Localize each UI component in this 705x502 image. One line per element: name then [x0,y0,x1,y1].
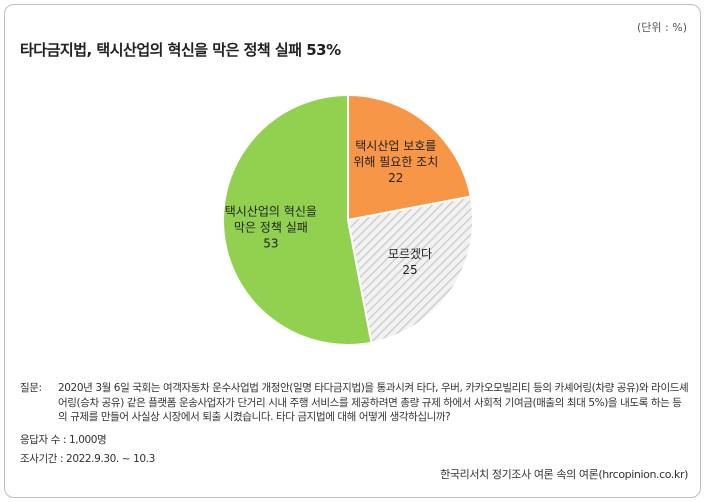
slice-label-line-0: 위해 필요한 조치 [353,155,438,169]
question-label: 질문: [20,382,42,394]
slice-label-1: 모르겠다 25 [388,247,432,277]
slice-label-line-0: 택시산업 보호를 [355,139,436,153]
source: 한국리서치 정기조사 여론 속의 여론(hrcopinion.co.kr) [440,468,688,481]
pie-slice-2 [222,93,373,346]
question-text: 2020년 3월 6일 국회는 여객자동차 운수사업법 개정안(일명 타다금지법… [58,382,689,423]
unit-label: (단위 : %) [637,21,687,34]
survey-question: 질문: 2020년 3월 6일 국회는 여객자동차 운수사업법 개정안(일명 타… [20,381,690,425]
slice-value-2: 53 [263,236,278,250]
chart-title: 타다금지법, 택시산업의 혁신을 막은 정책 실패 53% [20,41,341,59]
respondents: 응답자 수 : 1,000명 [20,434,107,446]
slice-label-2: 택시산업의 혁신을 막은 정책 실패 53 [225,204,317,250]
pie-slice-1 [346,195,474,344]
slice-label-line-2: 택시산업의 혁신을 [225,204,317,218]
slice-value-1: 25 [402,263,417,277]
slice-label-line-1: 모르겠다 [388,247,432,261]
pie-slice-0 [347,93,472,222]
slice-value-0: 22 [388,171,403,185]
survey-period: 조사기간 : 2022.9.30. ~ 10.3 [20,453,155,465]
slice-label-line-2: 막은 정책 실패 [234,219,308,234]
